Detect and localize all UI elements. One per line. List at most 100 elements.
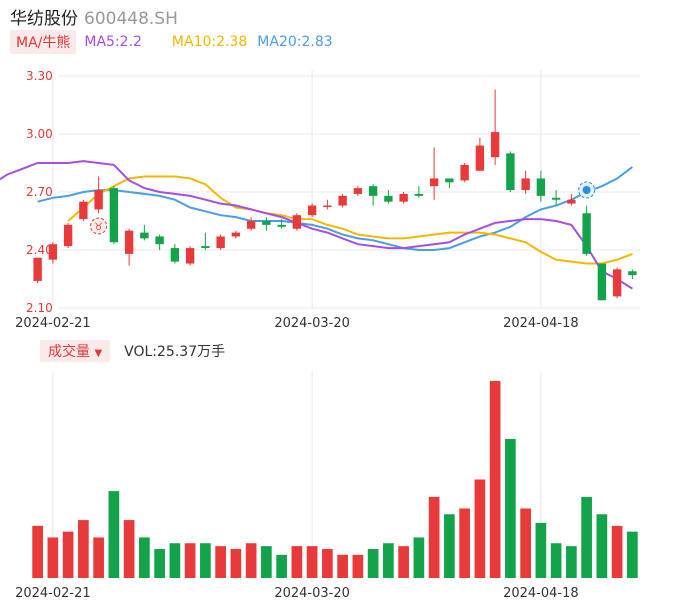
volume-bar (459, 508, 470, 578)
y-tick-label: 3.30 (26, 69, 53, 83)
ma10-line (67, 175, 633, 265)
volume-bar (215, 546, 226, 578)
candle-body (79, 201, 88, 220)
candle-body (429, 178, 439, 187)
candle-body (551, 197, 561, 200)
volume-bar (261, 546, 272, 578)
volume-bar (550, 543, 562, 578)
volume-bar (154, 549, 165, 578)
candle-body (231, 232, 241, 237)
volume-bar (200, 543, 211, 578)
volume-indicator-selector[interactable]: 成交量 ▼ (40, 340, 111, 362)
ma-legend: MA/牛熊 MA5:2.2 MA10:2.38 MA20:2.83 (10, 30, 333, 54)
ma-mode-tag[interactable]: MA/牛熊 (10, 30, 77, 54)
candle-body (597, 263, 607, 301)
volume-bar (611, 525, 623, 578)
bear-icon-dot (582, 186, 591, 194)
candle-body (48, 244, 58, 260)
x-tick-label: 2024-03-20 (274, 316, 350, 331)
candle-body (399, 193, 408, 202)
volume-bar (230, 549, 242, 578)
volume-bar (566, 546, 577, 578)
volume-bar (78, 520, 89, 578)
candle-body (368, 186, 378, 196)
candle-body (460, 164, 469, 181)
volume-bar (337, 554, 348, 578)
x-tick-label: 2024-02-21 (15, 316, 91, 331)
candle-body (307, 205, 317, 216)
stock-name: 华纺股份 (10, 9, 78, 29)
candle-body (536, 178, 546, 196)
candle-body (490, 132, 500, 158)
y-tick-label: 2.10 (26, 301, 53, 315)
volume-bar (184, 543, 196, 578)
ma5-legend: MA5:2.2 (84, 34, 142, 50)
x-tick-label: 2024-04-18 (503, 316, 579, 331)
candle-body (246, 221, 256, 229)
candle-body (94, 190, 103, 210)
volume-tag-label: 成交量 (48, 344, 90, 360)
volume-bar (276, 554, 287, 578)
candle-body (155, 236, 164, 245)
chevron-down-icon: ▼ (94, 348, 103, 359)
candle-body (140, 232, 149, 239)
candle-body (445, 178, 454, 183)
ma20-line (37, 166, 634, 251)
volume-x-tick-label: 2024-04-18 (503, 586, 579, 601)
volume-bar (383, 543, 394, 578)
volume-bar (367, 549, 379, 578)
candle-body (277, 224, 286, 227)
ma10-legend: MA10:2.38 (171, 34, 248, 50)
candle-body (414, 193, 424, 196)
ma20-legend: MA20:2.83 (257, 34, 333, 50)
candle-body (201, 246, 210, 249)
volume-bar (413, 537, 425, 578)
volume-x-tick-label: 2024-03-20 (274, 586, 350, 601)
volume-bar (93, 537, 104, 578)
volume-bar (47, 537, 59, 578)
volume-bar (32, 525, 43, 578)
candle-body (124, 230, 134, 254)
candle-body (353, 188, 363, 194)
candle-body (612, 269, 622, 297)
volume-value: VOL:25.37万手 (124, 344, 226, 360)
volume-bar (291, 546, 303, 578)
candle-body (582, 213, 591, 254)
stock-code: 600448.SH (84, 9, 178, 29)
candle-body (216, 236, 225, 249)
candle-body (109, 188, 119, 243)
ma5-line (0, 160, 633, 290)
candle-body (323, 205, 332, 208)
y-tick-label: 2.40 (26, 243, 53, 257)
candle-body (567, 199, 576, 204)
volume-bar (596, 514, 608, 578)
volume-bar (444, 514, 455, 578)
volume-bar (627, 531, 638, 578)
volume-bar (474, 479, 486, 578)
volume-bar (139, 537, 150, 578)
candle-body (338, 195, 347, 206)
volume-bar (322, 549, 333, 578)
volume-bar (245, 543, 257, 578)
candle-body (384, 195, 393, 202)
candle-body (63, 224, 73, 247)
y-tick-label: 3.00 (26, 127, 53, 141)
volume-bar (352, 554, 364, 578)
candle-body (475, 145, 485, 171)
candle-body (33, 257, 42, 281)
candle-body (628, 271, 637, 276)
volume-bar (169, 543, 181, 578)
candle-body (506, 153, 515, 191)
volume-bar (123, 520, 135, 578)
volume-bar (535, 522, 547, 578)
volume-legend: 成交量 ▼ VOL:25.37万手 (40, 340, 226, 362)
volume-bar (108, 491, 120, 578)
candle-body (521, 178, 530, 191)
volume-bar (581, 496, 592, 578)
volume-bar (306, 546, 318, 578)
volume-bar (489, 381, 501, 578)
volume-bar (62, 531, 74, 578)
volume-bar (398, 546, 409, 578)
bull-icon (90, 217, 108, 235)
